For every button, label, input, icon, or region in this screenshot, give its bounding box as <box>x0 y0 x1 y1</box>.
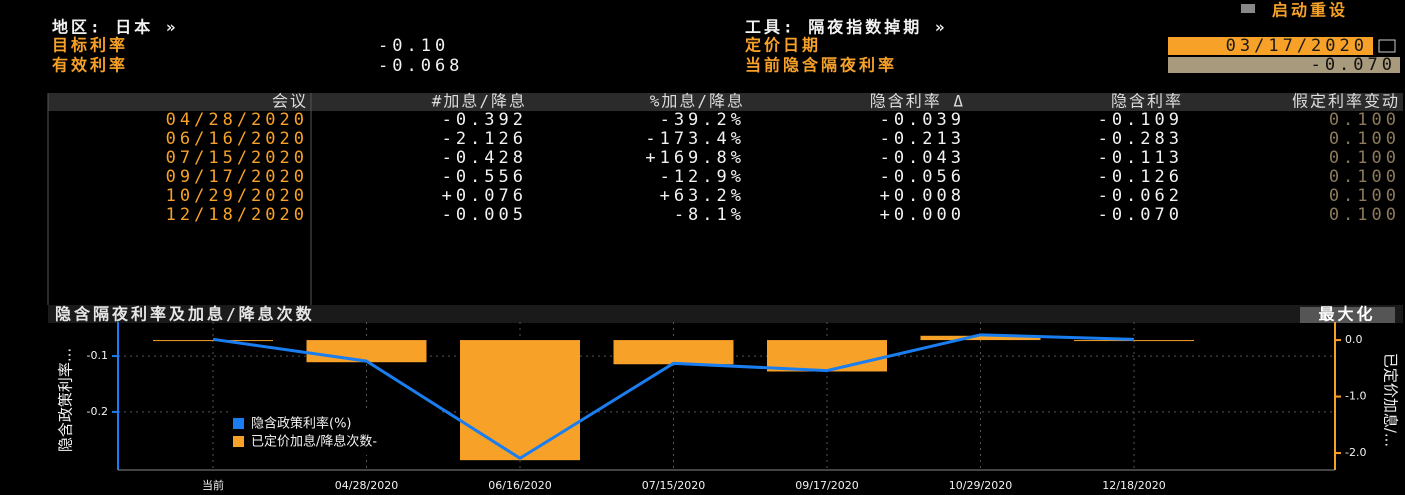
cell: -0.070 <box>1098 205 1183 225</box>
column-header: 隐含利率 <box>1111 92 1183 111</box>
maximize-label[interactable]: 最大化 <box>1318 305 1375 324</box>
column-header: %加息/降息 <box>650 92 745 111</box>
cell: -8.1% <box>674 205 745 225</box>
x-tick-label: 07/15/2020 <box>642 479 705 492</box>
cell: -0.039 <box>880 110 965 130</box>
legend-box <box>228 411 438 455</box>
cell: 0.100 <box>1329 186 1400 206</box>
chart-title: 隐含隔夜利率及加息/降息次数 <box>55 305 315 324</box>
label: 定价日期 <box>744 36 821 55</box>
cell: -2.126 <box>442 129 527 149</box>
x-tick-label: 当前 <box>202 478 224 492</box>
bar <box>920 335 1041 341</box>
cell: 0.100 <box>1329 110 1400 130</box>
value: -0.10 <box>378 36 449 56</box>
y-tick-label: -0.1 <box>87 349 108 362</box>
cell: 06/16/2020 <box>166 129 308 149</box>
cell: -0.283 <box>1098 129 1183 149</box>
cell: 04/28/2020 <box>166 110 308 130</box>
cell: 10/29/2020 <box>166 186 308 206</box>
cell: 07/15/2020 <box>166 148 308 168</box>
cell: -39.2% <box>660 110 745 130</box>
chart-header-bg <box>48 305 1403 323</box>
legend-swatch <box>233 436 244 447</box>
reset-icon[interactable] <box>1241 4 1255 13</box>
cell: -0.005 <box>442 205 527 225</box>
legend-label: 已定价加息/降息次数- <box>251 434 377 450</box>
label: 当前隐含隔夜利率 <box>745 56 897 75</box>
legend-label: 隐含政策利率(%) <box>251 416 352 432</box>
bar <box>1074 340 1194 342</box>
label: 目标利率 <box>52 36 128 55</box>
legend-swatch <box>233 418 244 429</box>
value: -0.068 <box>378 56 463 76</box>
cell: -0.113 <box>1098 148 1183 168</box>
column-header: 会议 <box>272 92 308 111</box>
bar <box>767 340 887 372</box>
x-tick-label: 09/17/2020 <box>795 479 858 492</box>
cell: -0.062 <box>1098 186 1183 206</box>
y-tick-label: -0.2 <box>87 405 108 418</box>
y2-tick-label: -2.0 <box>1345 446 1366 459</box>
y2-tick-label: 0.0 <box>1345 333 1363 346</box>
bar <box>460 340 580 461</box>
cell: +0.000 <box>880 205 965 225</box>
column-header: 假定利率变动 <box>1292 92 1400 111</box>
calendar-icon[interactable] <box>1378 39 1396 53</box>
cell: 0.100 <box>1329 167 1400 187</box>
region[interactable]: 地区: 日本 » <box>52 18 179 37</box>
x-tick-label: 10/29/2020 <box>949 479 1012 492</box>
y2-axis-label: 已定价加息/... <box>1382 353 1400 447</box>
cell: -0.392 <box>442 110 527 130</box>
cell: +63.2% <box>660 186 745 206</box>
bar <box>306 340 427 363</box>
instrument[interactable]: 工具: 隔夜指数掉期 » <box>745 18 948 37</box>
y-axis-label: 隐含政策利率... <box>57 348 75 452</box>
x-tick-label: 04/28/2020 <box>335 479 398 492</box>
cell: +0.076 <box>442 186 527 206</box>
cell: -173.4% <box>645 129 745 149</box>
cell: -0.556 <box>442 167 527 187</box>
cell: +169.8% <box>645 148 745 168</box>
cell: 0.100 <box>1329 129 1400 149</box>
reset[interactable]: 启动重设 <box>1272 1 1348 20</box>
cell: -12.9% <box>660 167 745 187</box>
rate-box <box>1168 57 1400 73</box>
maximize-button[interactable] <box>1300 307 1395 323</box>
cell: -0.056 <box>880 167 965 187</box>
label: 有效利率 <box>52 56 128 75</box>
cell: -0.428 <box>442 148 527 168</box>
y2-tick-label: -1.0 <box>1345 390 1366 403</box>
rate-value: -0.070 <box>1311 55 1396 75</box>
cell: -0.213 <box>880 129 965 149</box>
date-box[interactable] <box>1168 37 1373 55</box>
cell: +0.008 <box>880 186 965 206</box>
cell: 0.100 <box>1329 205 1400 225</box>
x-tick-label: 06/16/2020 <box>488 479 551 492</box>
bar <box>613 340 734 365</box>
cell: 0.100 <box>1329 148 1400 168</box>
x-tick-label: 12/18/2020 <box>1102 479 1165 492</box>
line <box>212 333 1135 461</box>
column-header: #加息/降息 <box>432 92 527 111</box>
cell: 09/17/2020 <box>166 167 308 187</box>
date-input[interactable]: 03/17/2020 <box>1226 36 1368 56</box>
column-header: 隐含利率 Δ <box>870 92 965 111</box>
cell: -0.043 <box>880 148 965 168</box>
cell: -0.126 <box>1098 167 1183 187</box>
table-header-bg <box>48 93 1403 111</box>
cell: 12/18/2020 <box>166 205 308 225</box>
cell: -0.109 <box>1098 110 1183 130</box>
